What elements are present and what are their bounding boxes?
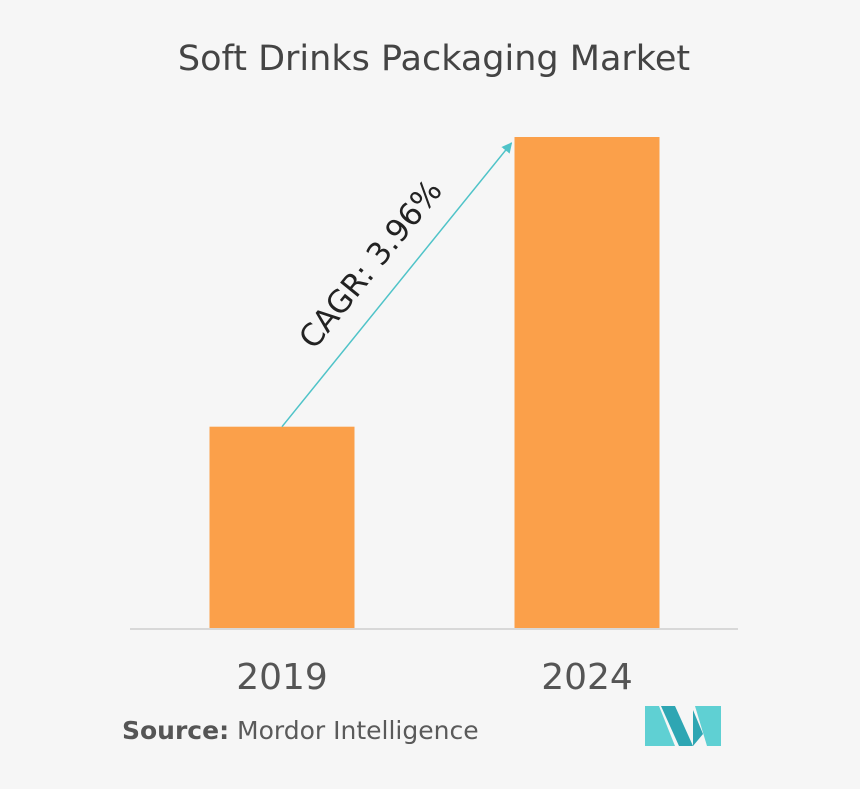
source-label: Source: — [122, 716, 230, 745]
logo-middle-shape — [661, 706, 693, 746]
bars-group — [209, 137, 660, 628]
logo-right-accent — [693, 710, 703, 746]
x-tick-label-2019: 2019 — [236, 657, 328, 698]
chart-title: Soft Drinks Packaging Market — [178, 39, 690, 79]
bar-2024 — [514, 137, 660, 628]
mordor-intelligence-logo-icon — [645, 706, 721, 746]
cagr-annotation: CAGR: 3.96% — [292, 173, 449, 356]
source-value: Mordor Intelligence — [237, 716, 479, 745]
x-tick-labels: 2019 2024 — [236, 657, 633, 698]
x-tick-label-2024: 2024 — [541, 657, 633, 698]
bar-2019 — [209, 426, 355, 628]
logo-left-shape — [645, 706, 675, 746]
logo-right-shape — [695, 706, 721, 746]
source-line: Source: Mordor Intelligence — [122, 716, 479, 745]
cagr-arrow — [281, 142, 513, 428]
